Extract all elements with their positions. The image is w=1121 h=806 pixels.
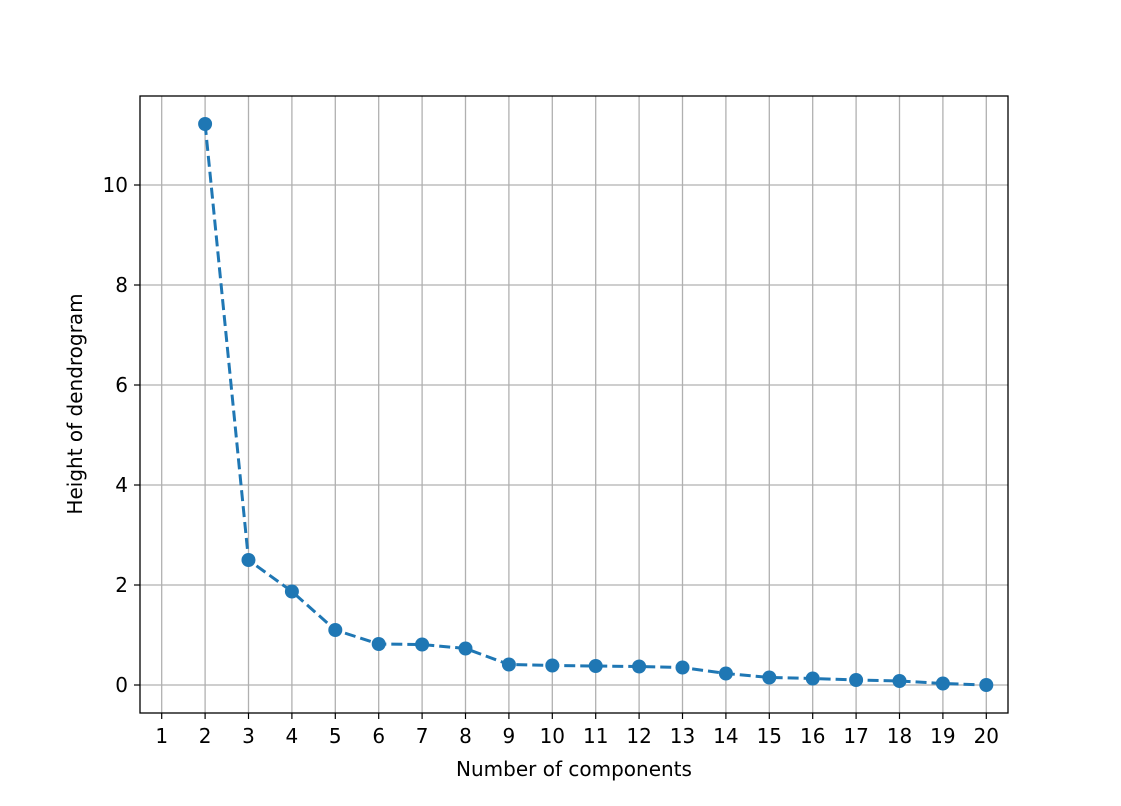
y-tick-label: 2 [115, 573, 128, 597]
x-tick-label: 2 [199, 724, 212, 748]
data-point [805, 671, 820, 686]
x-tick-label: 7 [416, 724, 429, 748]
x-tick-label: 16 [800, 724, 825, 748]
data-point [588, 659, 603, 673]
data-point [849, 673, 864, 687]
x-tick-label: 3 [242, 724, 255, 748]
x-tick-label: 12 [626, 724, 651, 748]
y-tick-label: 8 [115, 273, 128, 297]
data-point [979, 678, 994, 692]
data-point [762, 670, 777, 685]
data-point [284, 584, 299, 599]
data-point [718, 666, 733, 681]
x-tick-label: 19 [930, 724, 955, 748]
x-tick-label: 11 [583, 724, 608, 748]
x-tick-label: 9 [503, 724, 516, 748]
x-tick-label: 4 [286, 724, 299, 748]
y-tick-label: 0 [115, 673, 128, 697]
y-tick-label: 6 [115, 373, 128, 397]
y-tick-label: 10 [103, 173, 128, 197]
x-tick-label: 6 [372, 724, 385, 748]
x-tick-label: 1 [155, 724, 168, 748]
data-point [675, 660, 690, 675]
data-point [241, 553, 256, 567]
plot-frame [139, 95, 1009, 714]
x-tick-label: 15 [757, 724, 782, 748]
x-tick-label: 8 [459, 724, 472, 748]
data-point [501, 657, 516, 672]
data-point [415, 637, 430, 652]
data-point [935, 676, 950, 691]
data-point [198, 117, 213, 131]
y-tick-label: 4 [115, 473, 128, 497]
x-axis-label: Number of components [456, 757, 692, 781]
y-axis-label: Height of dendrogram [63, 293, 87, 514]
series [198, 117, 994, 692]
x-tick-label: 14 [713, 724, 738, 748]
x-tick-label: 20 [974, 724, 999, 748]
data-point [458, 641, 473, 656]
data-point [632, 659, 647, 674]
x-tick-label: 10 [540, 724, 565, 748]
x-tick-label: 17 [843, 724, 868, 748]
data-point [892, 674, 907, 688]
x-tick-label: 13 [670, 724, 695, 748]
grid [140, 96, 1008, 713]
x-tick-label: 18 [887, 724, 912, 748]
x-tick-label: 5 [329, 724, 342, 748]
data-point [328, 623, 343, 637]
data-point [545, 658, 560, 673]
data-point [371, 637, 386, 651]
